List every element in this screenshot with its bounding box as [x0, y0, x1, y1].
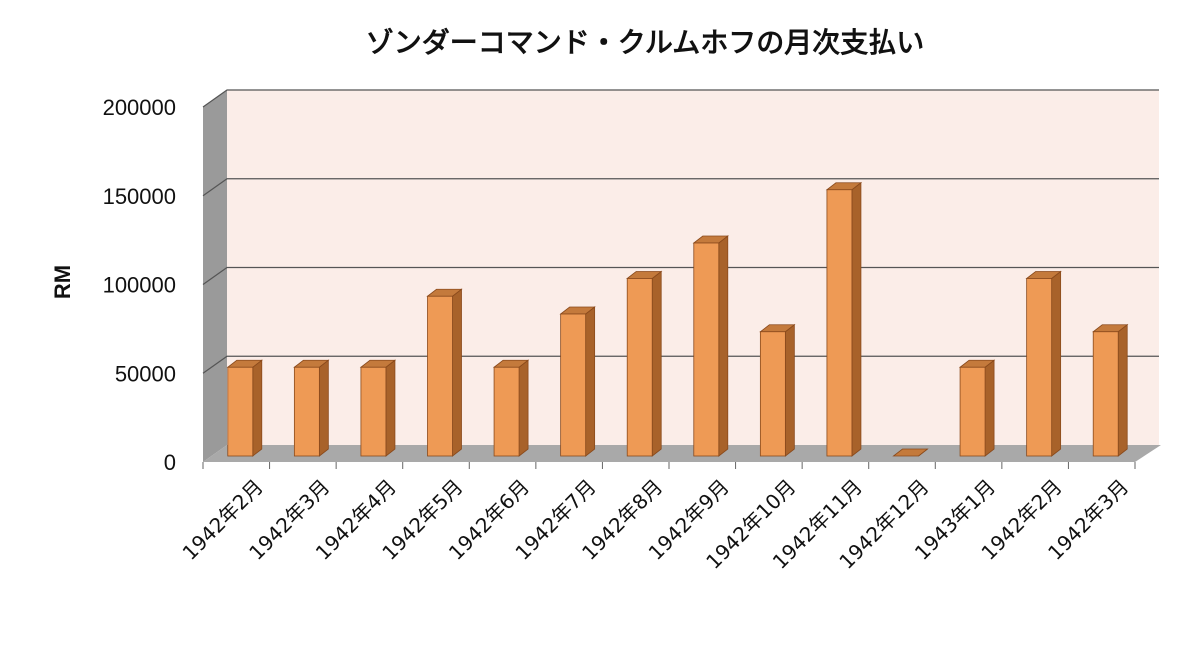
bar-side [784, 323, 795, 457]
bar-side [385, 359, 396, 457]
bar [293, 359, 330, 457]
bar-side [984, 359, 995, 457]
bar [426, 288, 463, 457]
bar-side [452, 288, 462, 457]
bar-front [427, 295, 453, 457]
bar [692, 235, 729, 457]
bar [226, 359, 263, 457]
bar-front [1026, 278, 1053, 457]
bar [958, 359, 996, 457]
bar-front [227, 366, 254, 457]
bar-top [892, 448, 929, 457]
bar-front [959, 366, 986, 457]
plot-area [202, 89, 1161, 469]
bar-side [1051, 270, 1062, 457]
bar-side [252, 359, 263, 457]
bar [759, 323, 796, 457]
bar-side [651, 270, 662, 457]
plot-floor [203, 445, 1161, 462]
bar-side [585, 306, 596, 457]
bar-front [560, 313, 587, 457]
bar [1092, 323, 1129, 457]
gridline [202, 89, 1159, 108]
bar-front [826, 189, 853, 457]
y-tick-label: 0 [164, 450, 176, 475]
bar-front [293, 366, 320, 457]
bar-series [226, 181, 1129, 457]
bar [626, 270, 663, 457]
bar [892, 448, 929, 457]
y-tick-label: 50000 [115, 361, 176, 386]
bar-side [518, 359, 529, 457]
gridline [202, 178, 1159, 197]
y-tick-label: 150000 [103, 184, 176, 209]
bar-front [1092, 331, 1119, 457]
bar [559, 306, 596, 457]
bar [359, 359, 397, 457]
bar-front [626, 278, 653, 457]
bar [1025, 270, 1062, 457]
bar-front [693, 242, 720, 457]
bar-side [1117, 323, 1128, 457]
bar-side [851, 181, 862, 457]
bar [825, 181, 863, 457]
bar-side [318, 359, 329, 457]
bar-front [360, 366, 387, 457]
bar-side [718, 235, 729, 457]
y-tick-label: 200000 [103, 95, 176, 120]
bar-front [759, 331, 786, 457]
y-axis-label: RM [50, 265, 75, 299]
y-tick-label: 100000 [103, 273, 176, 298]
bar-front [493, 366, 520, 457]
bar [492, 359, 530, 457]
chart-title: ゾンダーコマンド・クルムホフの月次支払い [366, 26, 925, 59]
